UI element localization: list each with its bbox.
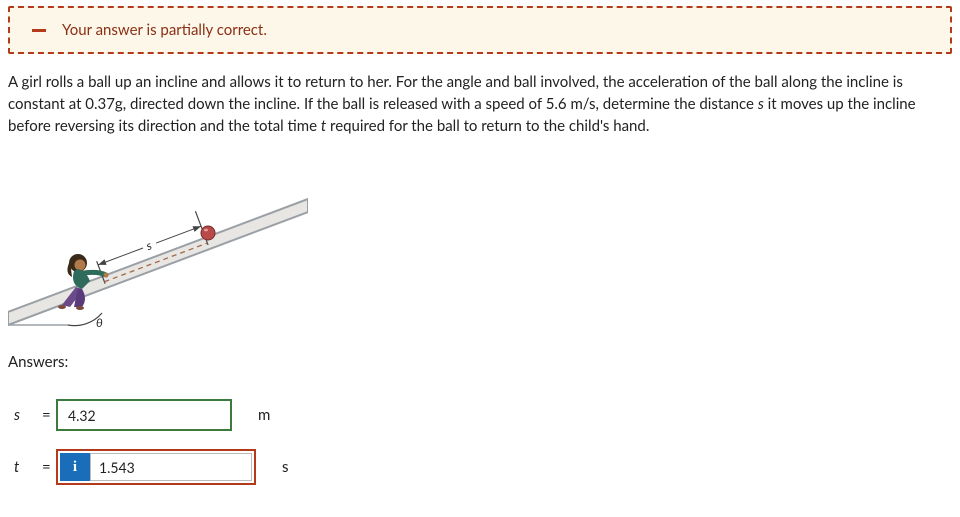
var-label-t: t xyxy=(8,458,42,476)
ball xyxy=(201,226,215,240)
input-t-wrapper: i 1.543 xyxy=(56,449,256,485)
answer-row-s: s = 4.32 m xyxy=(8,399,952,431)
answer-row-t: t = i 1.543 s xyxy=(8,449,952,485)
incline-diagram: θ s xyxy=(8,157,308,337)
input-t-value: 1.543 xyxy=(99,459,135,476)
minus-icon xyxy=(32,29,46,32)
input-s-value: 4.32 xyxy=(68,407,96,424)
equals-sign: = xyxy=(42,406,56,424)
ball-highlight xyxy=(204,229,208,232)
info-button[interactable]: i xyxy=(60,453,90,481)
input-s[interactable]: 4.32 xyxy=(56,399,232,431)
feedback-text: Your answer is partially correct. xyxy=(62,21,267,39)
input-t[interactable]: 1.543 xyxy=(90,453,252,481)
unit-t: s xyxy=(282,458,289,476)
s-label: s xyxy=(144,238,154,254)
feedback-banner: Your answer is partially correct. xyxy=(8,6,952,54)
unit-s: m xyxy=(258,406,270,424)
equals-sign: = xyxy=(42,458,56,476)
var-label-s: s xyxy=(8,406,42,424)
theta-label: θ xyxy=(96,315,103,330)
question-text: A girl rolls a ball up an incline and al… xyxy=(8,72,952,137)
answers-heading: Answers: xyxy=(8,353,952,371)
info-icon: i xyxy=(73,459,77,476)
